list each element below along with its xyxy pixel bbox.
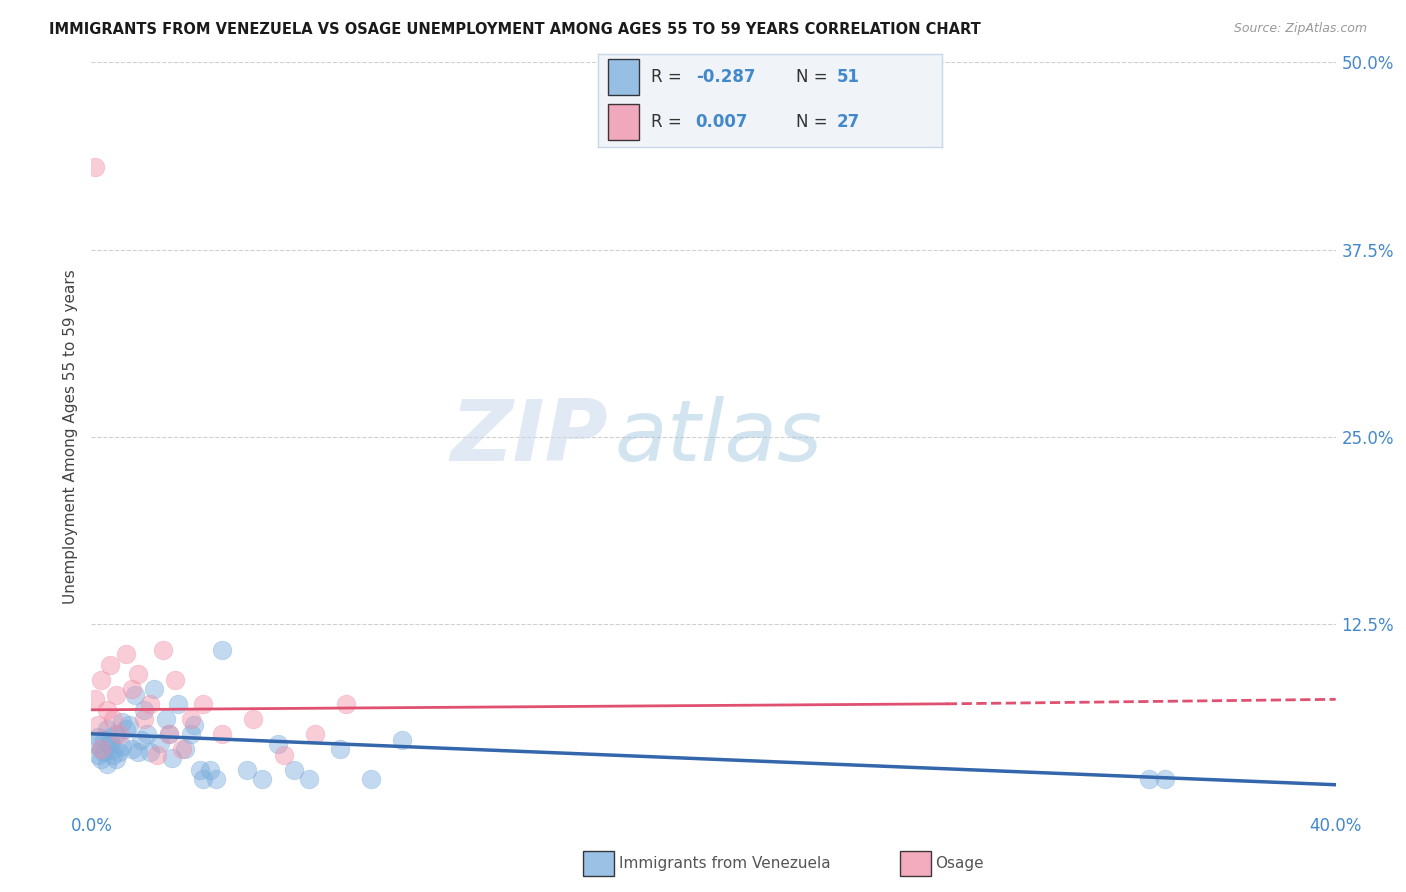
Point <box>83 737 105 751</box>
Point <box>139 697 162 711</box>
Point <box>111 739 134 753</box>
Point <box>108 727 131 741</box>
Point <box>167 697 190 711</box>
FancyBboxPatch shape <box>607 59 638 95</box>
Point <box>149 736 172 750</box>
Point <box>142 681 165 696</box>
Point <box>127 745 149 759</box>
Point <box>173 741 195 756</box>
Text: R =: R = <box>651 68 688 86</box>
Point <box>145 747 167 762</box>
Text: atlas: atlas <box>614 395 823 479</box>
Point <box>1137 772 1160 786</box>
Point <box>83 692 105 706</box>
Point <box>101 747 124 762</box>
Point <box>242 712 264 726</box>
Point <box>298 772 321 786</box>
Point <box>136 727 159 741</box>
Point <box>360 772 382 786</box>
Point <box>211 727 233 741</box>
Point <box>114 723 136 737</box>
Point <box>90 752 112 766</box>
Text: ZIP: ZIP <box>450 395 607 479</box>
Point <box>267 737 290 751</box>
Text: N =: N = <box>796 113 832 131</box>
Point <box>193 697 215 711</box>
Point <box>188 763 211 777</box>
Point <box>183 718 205 732</box>
Point <box>205 772 228 786</box>
Point <box>152 643 174 657</box>
Point <box>180 727 202 741</box>
Point <box>105 688 128 702</box>
Point <box>86 718 108 732</box>
Point <box>162 751 184 765</box>
Point <box>211 643 233 657</box>
Text: 0.007: 0.007 <box>696 113 748 131</box>
Point <box>105 752 128 766</box>
Point <box>86 730 108 744</box>
FancyBboxPatch shape <box>607 104 638 140</box>
Point <box>96 703 118 717</box>
Point <box>304 727 326 741</box>
Point <box>155 712 177 726</box>
Point <box>90 741 112 756</box>
Point <box>139 745 162 759</box>
Point <box>90 741 112 756</box>
Point <box>329 741 352 756</box>
Y-axis label: Unemployment Among Ages 55 to 59 years: Unemployment Among Ages 55 to 59 years <box>63 269 79 605</box>
Text: IMMIGRANTS FROM VENEZUELA VS OSAGE UNEMPLOYMENT AMONG AGES 55 TO 59 YEARS CORREL: IMMIGRANTS FROM VENEZUELA VS OSAGE UNEMP… <box>49 22 981 37</box>
Point <box>157 727 180 741</box>
Point <box>193 772 215 786</box>
Point <box>391 732 413 747</box>
Point <box>96 756 118 771</box>
Point <box>157 727 180 741</box>
Point <box>114 648 136 662</box>
Text: Immigrants from Venezuela: Immigrants from Venezuela <box>619 856 831 871</box>
Point <box>1153 772 1175 786</box>
Point <box>98 737 121 751</box>
Point <box>108 745 131 759</box>
Text: Source: ZipAtlas.com: Source: ZipAtlas.com <box>1233 22 1367 36</box>
Point <box>98 730 121 744</box>
Point <box>283 763 305 777</box>
Point <box>93 732 115 747</box>
Text: Osage: Osage <box>935 856 984 871</box>
Point <box>96 723 118 737</box>
Point <box>165 673 187 687</box>
Point <box>170 741 193 756</box>
Point <box>236 763 259 777</box>
Point <box>134 712 156 726</box>
Point <box>273 747 295 762</box>
Point <box>83 161 105 175</box>
Point <box>129 732 152 747</box>
Point <box>98 657 121 672</box>
Point <box>198 763 221 777</box>
Point <box>101 741 124 756</box>
Point <box>121 681 143 696</box>
Text: N =: N = <box>796 68 832 86</box>
Point <box>101 712 124 726</box>
Point <box>118 718 141 732</box>
Point <box>180 712 202 726</box>
Point <box>335 697 357 711</box>
Point <box>93 745 115 759</box>
Text: 51: 51 <box>837 68 860 86</box>
Point <box>127 666 149 681</box>
Point <box>90 673 112 687</box>
Text: R =: R = <box>651 113 688 131</box>
Point <box>86 747 108 762</box>
Text: -0.287: -0.287 <box>696 68 755 86</box>
Point <box>121 741 143 756</box>
Point <box>105 727 128 741</box>
Point <box>252 772 274 786</box>
Point <box>124 688 146 702</box>
Text: 27: 27 <box>837 113 860 131</box>
Point <box>134 703 156 717</box>
Point <box>111 714 134 729</box>
